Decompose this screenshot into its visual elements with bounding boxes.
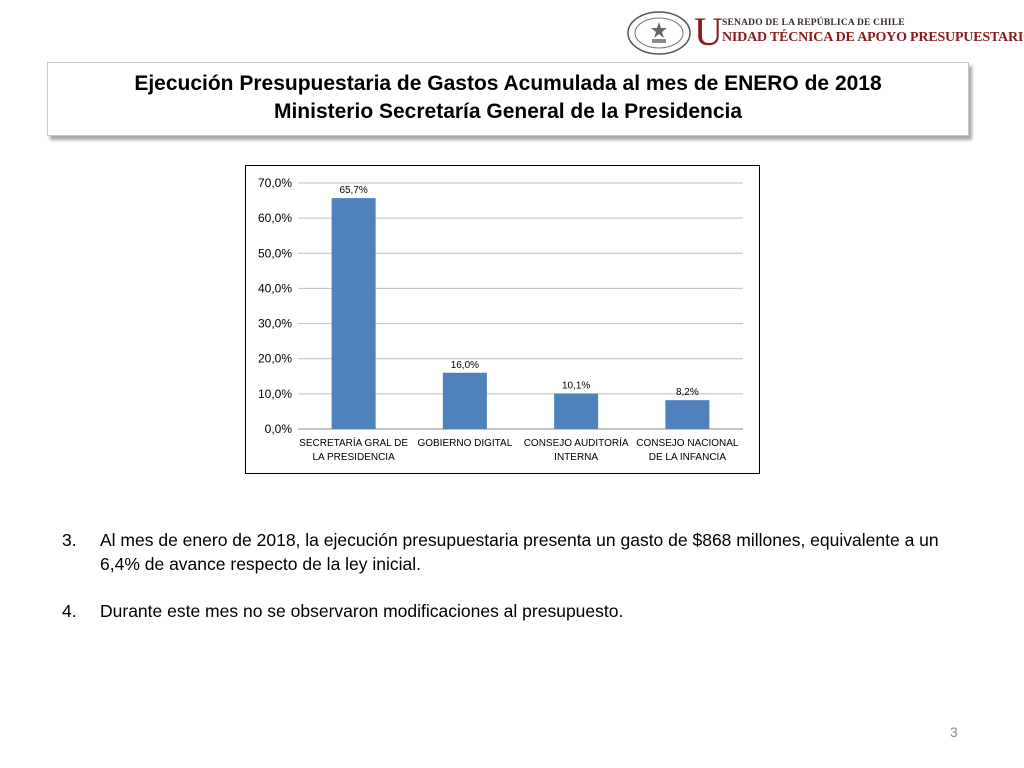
org-initial: U xyxy=(694,9,723,54)
x-tick-label: LA PRESIDENCIA xyxy=(312,452,395,463)
slide-title: Ejecución Presupuestaria de Gastos Acumu… xyxy=(134,72,882,95)
bar xyxy=(554,393,599,429)
bar-data-label: 16,0% xyxy=(451,360,479,371)
bar-chart: 0,0% 10,0% 20,0% 30,0% 40,0% 50,0% 60,0% 70,0% 6… xyxy=(245,165,760,474)
bar xyxy=(665,400,710,429)
y-tick-label: 50,0% xyxy=(258,246,292,260)
slide-subtitle: Ministerio Secretaría General de la Pres… xyxy=(273,100,743,123)
slide-title-box: Ejecución Presupuestaria de Gastos Acumu… xyxy=(47,62,969,136)
y-tick-label: 70,0% xyxy=(258,176,292,190)
y-tick-label: 20,0% xyxy=(258,352,292,366)
bullet-text: Al mes de enero de 2018, la ejecución pr… xyxy=(100,530,939,574)
x-tick-label: SECRETARÍA GRAL DE xyxy=(299,436,408,449)
bullet-item: 3. Al mes de enero de 2018, la ejecución… xyxy=(62,528,962,576)
bar-chart-svg: 0,0% 10,0% 20,0% 30,0% 40,0% 50,0% 60,0% 70,0% 6… xyxy=(258,176,743,463)
header-logo: U SENADO DE LA REPÚBLICA DE CHILE NIDAD … xyxy=(626,9,1024,56)
bullet-item: 4. Durante este mes no se observaron mod… xyxy=(62,599,962,623)
bullet-list: 3. Al mes de enero de 2018, la ejecución… xyxy=(62,528,962,623)
y-tick-label: 30,0% xyxy=(258,317,292,331)
x-tick-label: CONSEJO NACIONAL xyxy=(636,438,739,449)
org-unit-name: NIDAD TÉCNICA DE APOYO PRESUPUESTARIO xyxy=(722,30,1024,45)
x-tick-label: CONSEJO AUDITORÍA xyxy=(524,436,629,449)
bullet-number: 3. xyxy=(62,530,77,550)
bar xyxy=(331,198,376,429)
x-tick-label: GOBIERNO DIGITAL xyxy=(417,438,512,449)
bar-data-label: 65,7% xyxy=(339,185,367,196)
senate-seal-icon xyxy=(627,11,691,55)
bullet-number: 4. xyxy=(62,601,77,621)
bullet-text: Durante este mes no se observaron modifi… xyxy=(100,601,624,621)
y-tick-label: 0,0% xyxy=(265,422,293,436)
bar-data-label: 10,1% xyxy=(562,381,590,392)
y-tick-label: 40,0% xyxy=(258,281,292,295)
x-tick-label: DE LA INFANCIA xyxy=(649,452,727,463)
x-tick-label: INTERNA xyxy=(554,452,598,463)
bar-data-label: 8,2% xyxy=(676,387,699,398)
org-name: SENADO DE LA REPÚBLICA DE CHILE xyxy=(722,18,905,28)
bar xyxy=(442,372,487,429)
y-tick-label: 10,0% xyxy=(258,387,292,401)
y-tick-label: 60,0% xyxy=(258,211,292,225)
page-number: 3 xyxy=(950,724,958,740)
